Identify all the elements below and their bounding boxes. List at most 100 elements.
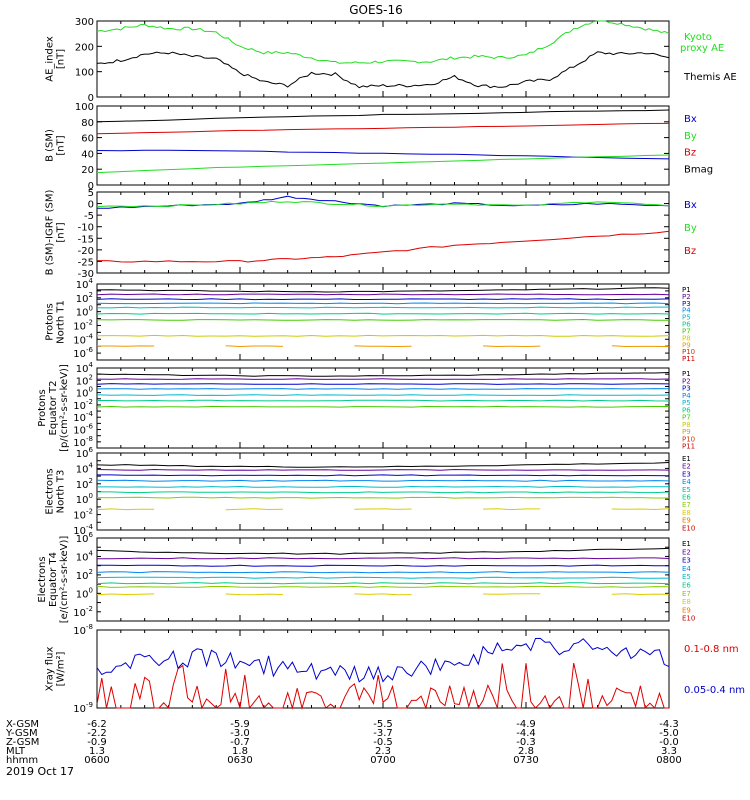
x-axis-value: 0700 [370, 755, 395, 766]
x-axis-value: -6.2 [87, 719, 107, 730]
legend-item: Bx [684, 114, 697, 125]
x-axis-value: -3.0 [230, 728, 250, 739]
channel-label: P3 [682, 385, 691, 393]
y-tick-label: 10-8 [73, 623, 93, 637]
panel-xray: Xray flux [W/m²] 10-8 10-9 0.1-0.8 nm 0.05-0.… [45, 623, 746, 715]
y-tick-label: 102 [76, 477, 93, 491]
channel-trace [96, 585, 670, 588]
channel-label: P4 [682, 307, 691, 315]
legend-item: Bz [684, 148, 696, 159]
channel-label: E9 [682, 517, 691, 525]
channel-trace [96, 293, 670, 296]
legend-item: Bmag [684, 164, 713, 175]
channel-trace [96, 496, 669, 499]
channel-label: P4 [682, 392, 691, 400]
channel-label: P7 [682, 327, 691, 335]
x-axis-row-label: hhmm [6, 755, 38, 766]
channel-label: E8 [682, 598, 691, 606]
x-axis-value: -3.7 [373, 728, 393, 739]
y-tick-label: 80 [81, 118, 94, 129]
y-tick-label: 200 [75, 42, 94, 53]
x-axis-value: 0800 [656, 755, 681, 766]
channel-label: P11 [682, 443, 695, 451]
panel-bigrf: B (SM)-IGRF (SM) [nT] 50-5-10-15-20-25-30 B… [45, 188, 697, 280]
x-axis-value: 0630 [227, 755, 252, 766]
y-tick-label: -30 [78, 269, 94, 280]
y-tick-label: -10 [78, 223, 94, 234]
x-axis-row-label: MLT [6, 746, 26, 757]
channel-label: E6 [682, 494, 691, 502]
channel-label: E3 [682, 557, 691, 565]
channel-label: E2 [682, 548, 691, 556]
channel-trace [96, 378, 670, 380]
channel-trace [96, 547, 670, 555]
panel-enorth: Electrons North T310610410210010-210-4E1E… [45, 446, 696, 537]
y-tick-label: 60 [81, 134, 94, 145]
channel-trace [96, 383, 670, 385]
x-axis-value: 2.8 [518, 746, 534, 757]
y-tick-label: 106 [76, 446, 94, 460]
channel-trace [96, 302, 670, 305]
panel-frame [96, 105, 670, 186]
y-tick-label: 100 [76, 305, 93, 319]
panel-pequator: Protons Equator T2 [p/(cm²-s-sr-keV)] 10410… [37, 361, 695, 452]
figure-title: GOES-16 [349, 3, 403, 17]
y-tick-label: 10-6 [73, 346, 93, 360]
channel-trace [97, 399, 670, 402]
panel-b: B (SM) [nT] 100 80 60 40 20 0 Bx By Bz Bmag [45, 102, 714, 192]
channel-trace [97, 491, 670, 494]
y-axis-label: [nT] [56, 49, 67, 69]
x-axis-value: -0.5 [373, 737, 393, 748]
x-axis-row-label: Z-GSM [6, 737, 39, 748]
y-tick-label: 104 [76, 461, 94, 475]
x-axis-value: -0.0 [659, 737, 679, 748]
channel-label: P2 [682, 377, 691, 385]
y-axis-label: North T3 [56, 470, 67, 514]
y-axis-label: Protons [37, 389, 48, 426]
x-axis-value: -0.3 [516, 737, 536, 748]
y-tick-label: -20 [78, 246, 94, 257]
channel-label: E5 [682, 486, 691, 494]
y-axis-label: [nT] [56, 135, 67, 155]
y-tick-label: 20 [81, 165, 94, 176]
y-tick-label: 10-2 [73, 398, 93, 412]
y-tick-label: 10-2 [73, 318, 93, 332]
channel-trace [97, 564, 669, 567]
y-axis-label: Equator T2 [48, 381, 59, 436]
y-tick-label: 10-6 [73, 423, 93, 437]
channel-label: E2 [682, 463, 691, 471]
series-bz [96, 230, 670, 263]
y-tick-label: 104 [76, 549, 94, 563]
series-0.05-0.4nm [96, 637, 670, 683]
series-bmag [96, 109, 670, 123]
channel-trace [96, 287, 670, 293]
date-label: 2019 Oct 17 [6, 765, 74, 778]
y-axis-label: B (SM) [45, 129, 56, 162]
channel-trace [96, 582, 670, 585]
panel-frame [96, 191, 670, 274]
channel-label: P9 [682, 428, 691, 436]
legend-item: proxy AE [680, 43, 724, 54]
channel-trace [96, 508, 670, 511]
legend-item: Bx [684, 200, 697, 211]
panel-eequator: Electrons Equator T4 [e/(cm²-s-sr-keV)] 106… [37, 531, 695, 623]
x-axis-value: 1.3 [89, 746, 105, 757]
y-tick-label: 100 [76, 386, 93, 400]
y-tick-label: 0 [88, 93, 94, 104]
channel-label: E10 [682, 615, 695, 623]
legend-item: Kyoto [684, 32, 712, 43]
x-axis-value: -5.0 [659, 728, 679, 739]
x-axis-value: -5.5 [373, 719, 393, 730]
channel-trace [96, 318, 669, 321]
panel-frame [96, 629, 670, 709]
legend-item: By [684, 223, 697, 234]
y-axis-label: [nT] [56, 222, 67, 242]
channel-label: E1 [682, 455, 691, 463]
channel-label: P10 [682, 348, 695, 356]
y-tick-label: 102 [76, 373, 93, 387]
y-axis-label: B (SM)-IGRF (SM) [45, 190, 56, 276]
legend-item: 0.05-0.4 nm [684, 685, 745, 696]
